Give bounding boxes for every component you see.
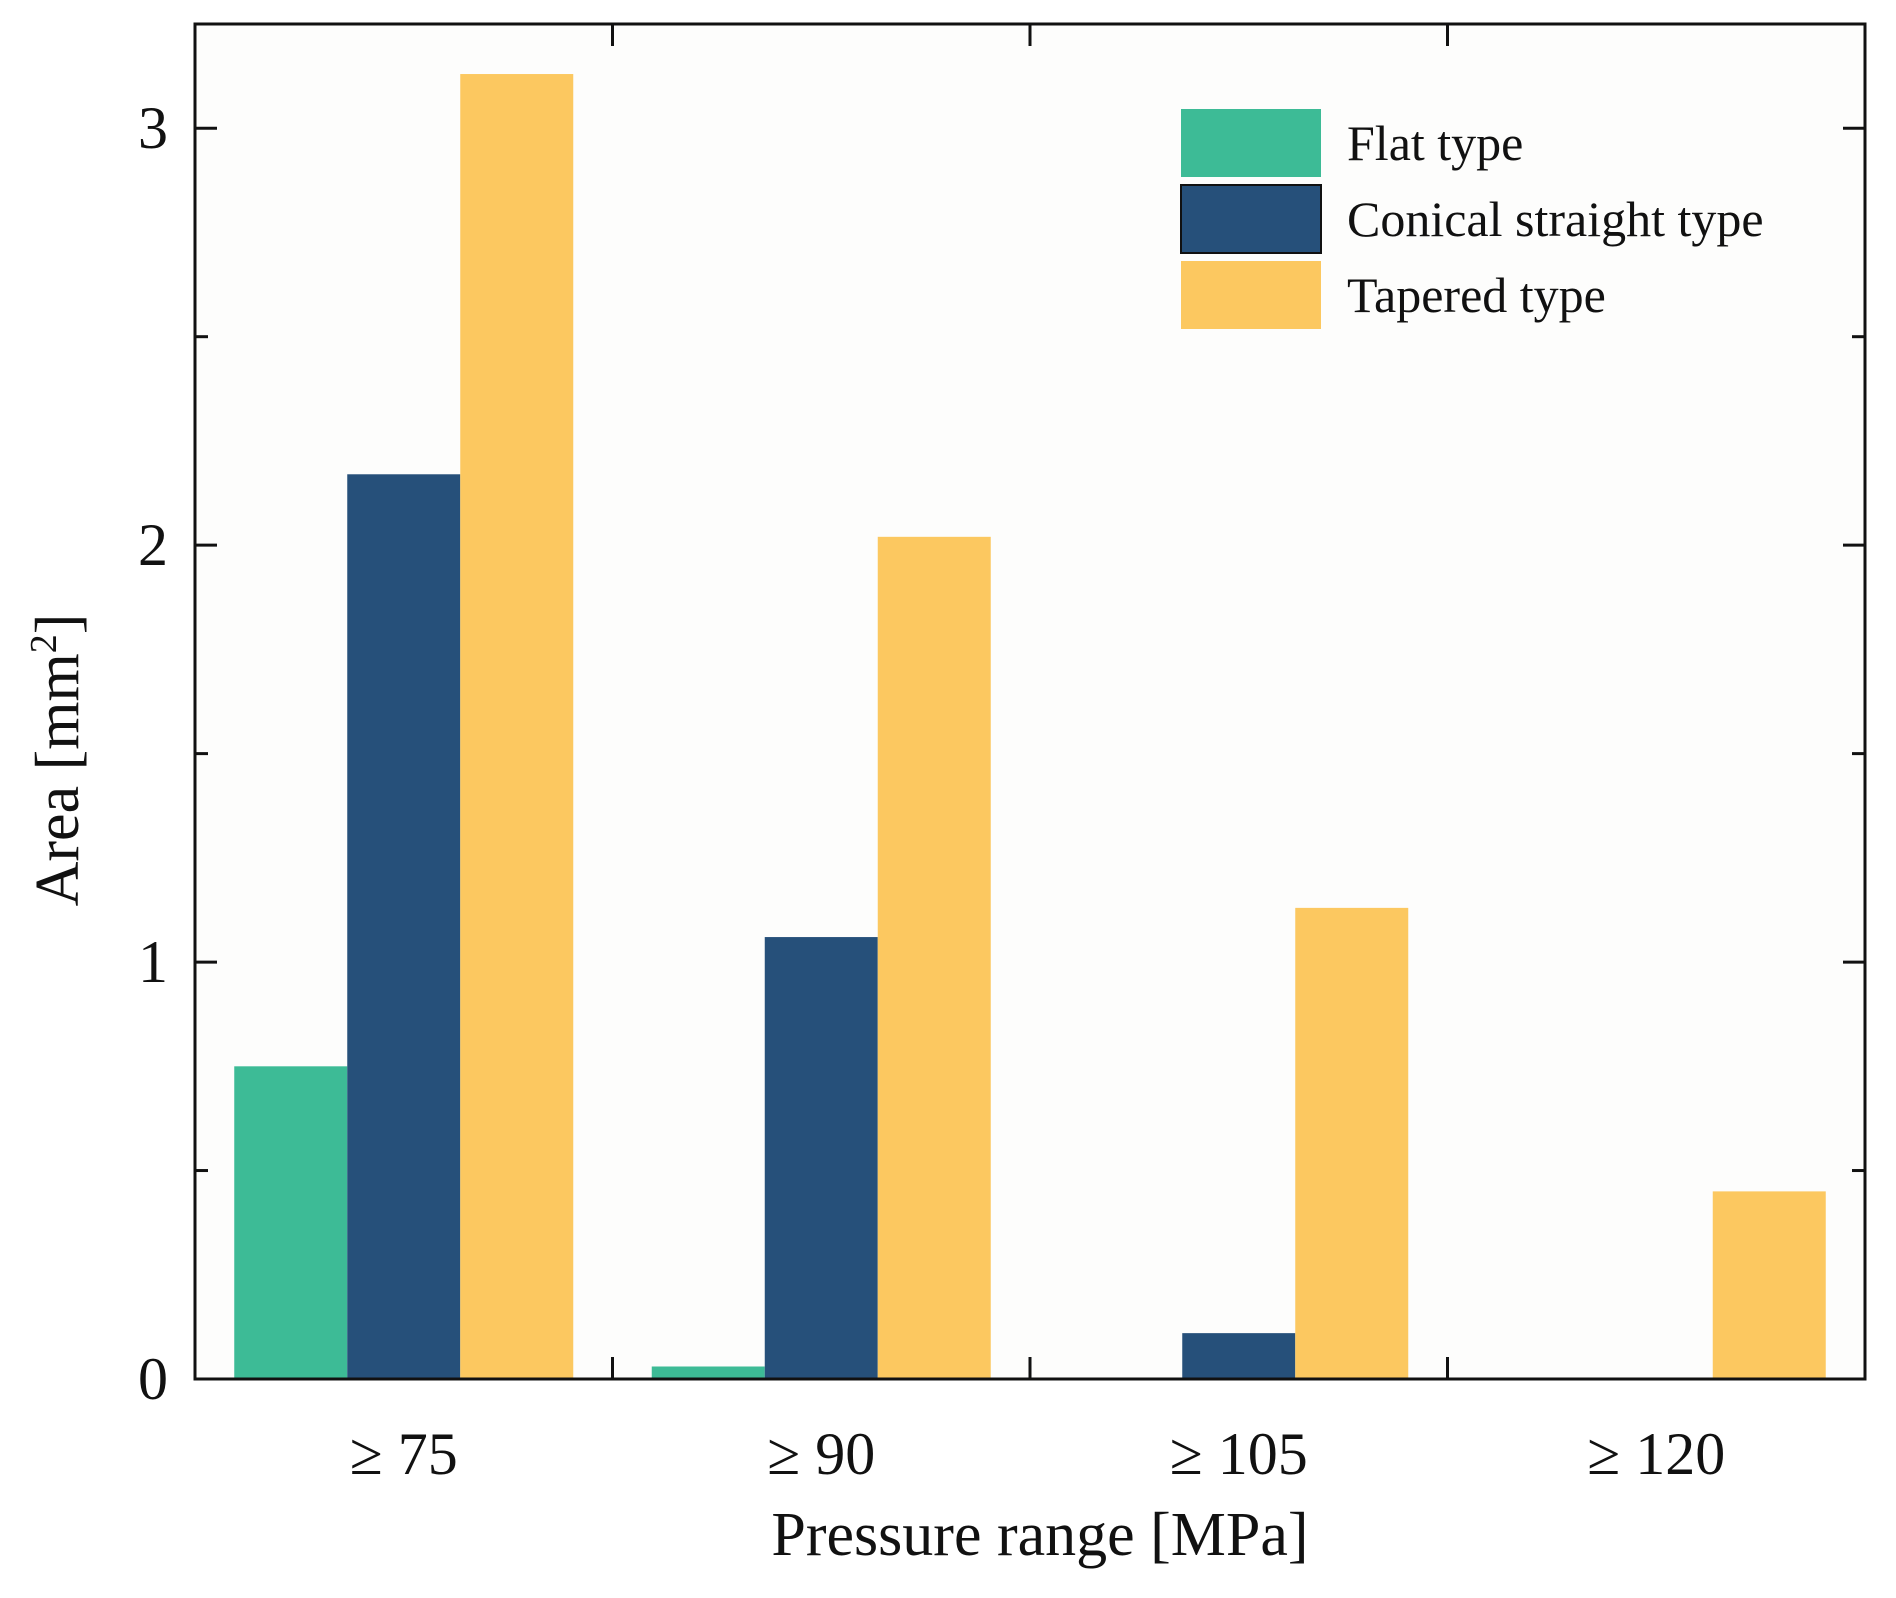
y-tick-label: 2 (138, 512, 168, 578)
bar-tapered-type-4 (1712, 1191, 1826, 1379)
legend-swatch-tapered-type (1181, 261, 1321, 329)
x-tick-label: ≥ 90 (767, 1421, 875, 1487)
bar-flat-type-2 (651, 1366, 765, 1379)
x-tick-labels: ≥ 75 ≥ 90 ≥ 105 ≥ 120 (350, 1421, 1725, 1487)
legend-swatch-conical-straight-type (1180, 184, 1322, 254)
legend-swatch-flat-type (1181, 109, 1321, 177)
legend: Flat type Conical straight type Tapered ty… (1180, 109, 1764, 329)
y-axis-title-main: Area [mm (24, 653, 92, 906)
y-tick-labels: 0 1 2 3 (138, 95, 168, 1412)
legend-label-flat-type: Flat type (1347, 115, 1523, 171)
bar-flat-type-1 (234, 1066, 348, 1379)
bar-tapered-type-3 (1295, 907, 1409, 1379)
y-axis-title: Area [mm2] (23, 614, 92, 907)
y-axis-title-superscript: 2 (23, 634, 65, 653)
bar-conical-straight-type-2 (764, 937, 878, 1379)
bars-group (234, 74, 1826, 1380)
x-tick-label: ≥ 75 (350, 1421, 458, 1487)
bar-tapered-type-2 (877, 536, 991, 1379)
legend-label-conical-straight-type: Conical straight type (1347, 191, 1764, 247)
x-tick-label: ≥ 120 (1587, 1421, 1725, 1487)
bar-tapered-type-1 (460, 74, 574, 1380)
y-axis-title-close: ] (24, 614, 92, 635)
legend-label-tapered-type: Tapered type (1347, 267, 1606, 323)
y-tick-label: 0 (138, 1346, 168, 1412)
y-tick-label: 3 (138, 95, 168, 161)
bar-conical-straight-type-1 (347, 474, 461, 1379)
plot-frame (193, 22, 1867, 1381)
x-tick-label: ≥ 105 (1170, 1421, 1308, 1487)
x-axis-title: Pressure range [MPa] (771, 1501, 1308, 1569)
bar-conical-straight-type-3 (1182, 1333, 1296, 1379)
y-tick-label: 1 (138, 929, 168, 995)
